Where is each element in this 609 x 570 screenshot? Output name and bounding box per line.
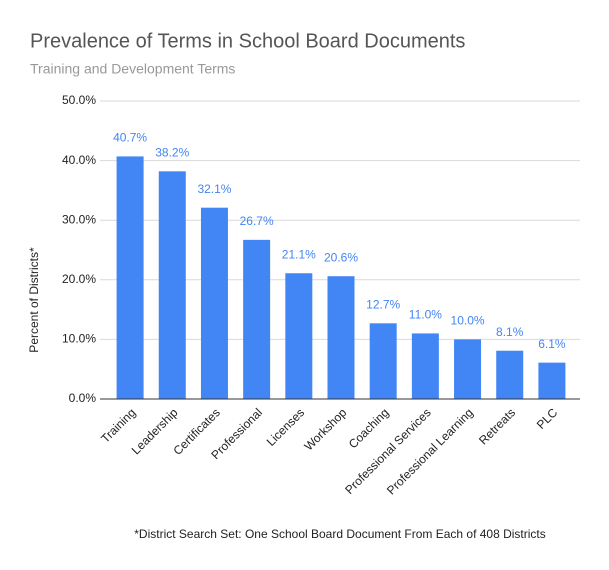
value-label: 38.2% bbox=[155, 145, 189, 159]
y-tick-label: 30.0% bbox=[62, 212, 96, 226]
value-label: 21.1% bbox=[282, 247, 316, 261]
value-label: 6.1% bbox=[538, 337, 566, 351]
y-axis-label: Percent of Districts* bbox=[27, 247, 41, 353]
value-label: 20.6% bbox=[324, 250, 358, 264]
bar bbox=[285, 273, 313, 399]
value-label: 32.1% bbox=[197, 182, 231, 196]
bar bbox=[200, 207, 228, 399]
value-label: 26.7% bbox=[240, 214, 274, 228]
bar bbox=[411, 333, 439, 399]
y-tick-label: 40.0% bbox=[62, 153, 96, 167]
y-tick-label: 0.0% bbox=[69, 391, 97, 405]
y-tick-label: 10.0% bbox=[62, 332, 96, 346]
bar bbox=[158, 171, 186, 399]
value-label: 40.7% bbox=[113, 131, 147, 145]
footnote: *District Search Set: One School Board D… bbox=[134, 527, 546, 541]
y-tick-label: 50.0% bbox=[62, 93, 96, 107]
bar bbox=[538, 362, 566, 399]
bar bbox=[496, 350, 524, 399]
value-label: 12.7% bbox=[366, 297, 400, 311]
chart-subtitle: Training and Development Terms bbox=[30, 61, 235, 77]
value-label: 10.0% bbox=[451, 314, 485, 328]
chart-title: Prevalence of Terms in School Board Docu… bbox=[30, 30, 465, 52]
bar bbox=[327, 276, 355, 399]
value-label: 8.1% bbox=[496, 325, 524, 339]
value-label: 11.0% bbox=[409, 308, 442, 322]
bar bbox=[243, 239, 271, 399]
y-tick-label: 20.0% bbox=[62, 272, 96, 286]
bar bbox=[116, 156, 144, 399]
bar bbox=[454, 339, 482, 399]
bar bbox=[369, 323, 397, 399]
